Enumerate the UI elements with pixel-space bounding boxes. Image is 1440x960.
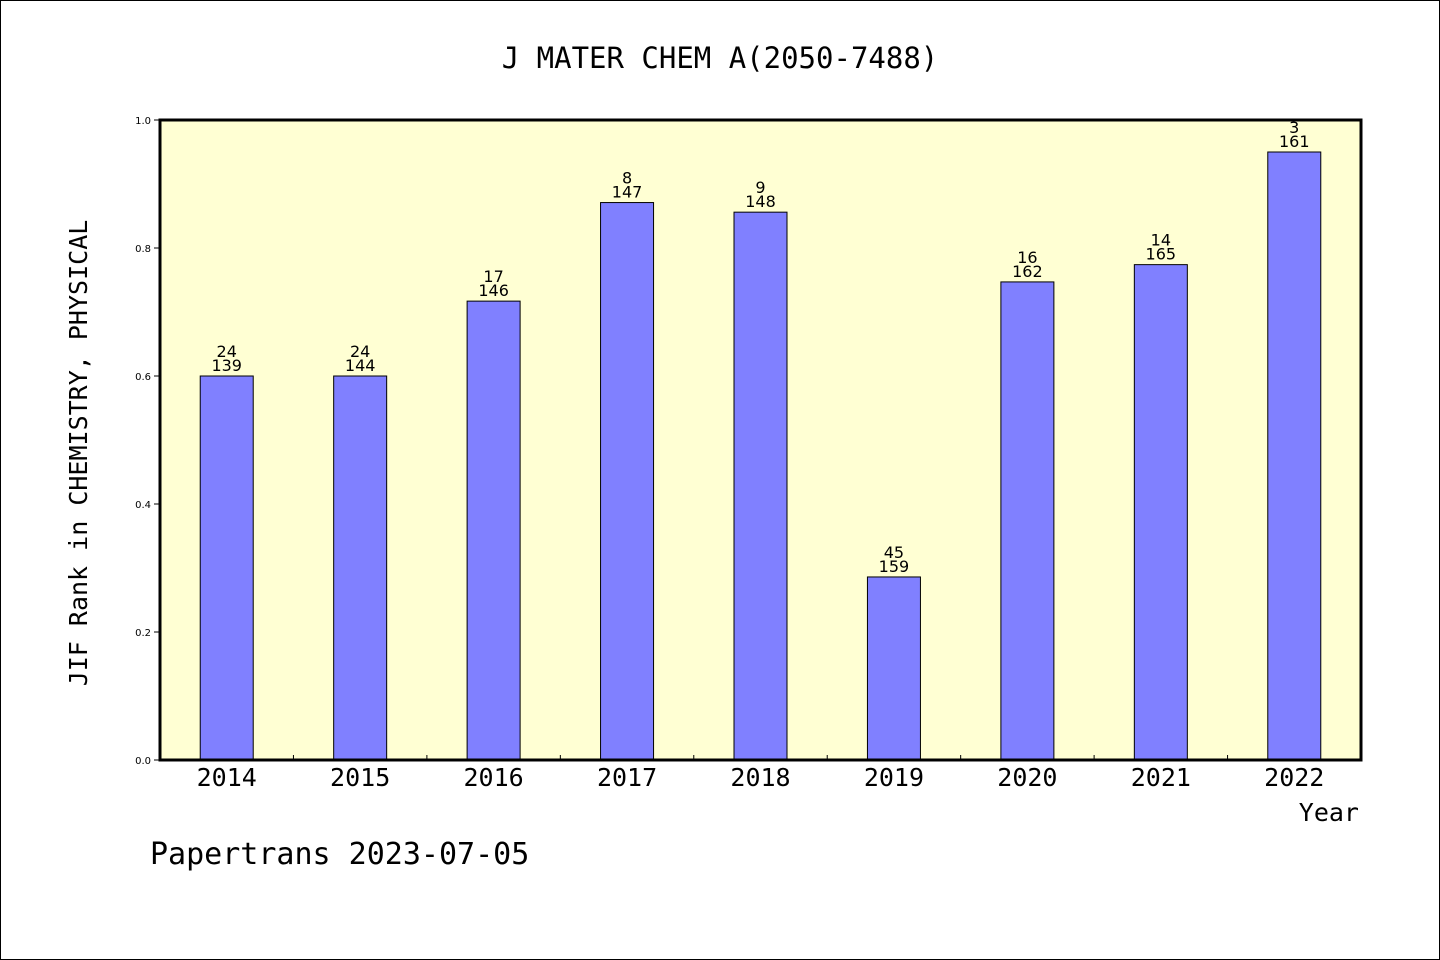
footer-text: Papertrans 2023-07-05 <box>150 837 529 872</box>
y-tick-label: 0.4 <box>135 500 151 511</box>
x-axis: 2014 2015 2016 2017 2018 2019 2020 2021 2022 <box>197 755 1324 792</box>
bar-rank-label: 16 <box>1017 248 1037 267</box>
bar-2019 <box>866 576 921 761</box>
y-axis-label: JIF Rank in CHEMISTRY, PHYSICAL <box>64 220 93 687</box>
y-tick-label: 0.8 <box>135 244 151 255</box>
bar-total-label: 148 <box>745 192 776 211</box>
chart-title: J MATER CHEM A(2050-7488) <box>502 41 939 75</box>
bar-total-label: 147 <box>612 183 643 202</box>
bar-total-label: 146 <box>478 281 509 300</box>
bar-2021 <box>1133 264 1188 761</box>
bar-total-label: 161 <box>1279 132 1310 151</box>
x-tick-label: 2015 <box>330 763 390 792</box>
bar-2020 <box>1000 281 1055 761</box>
x-tick-label: 2020 <box>997 763 1057 792</box>
bar-series <box>199 151 1322 761</box>
x-tick-label: 2017 <box>597 763 657 792</box>
bar-2017 <box>600 202 655 761</box>
bar-2022 <box>1267 151 1322 761</box>
bar-rank-label: 14 <box>1151 231 1171 250</box>
y-tick-label: 0.0 <box>135 756 151 767</box>
bar-2016 <box>466 300 521 761</box>
bar-total-label: 165 <box>1146 245 1177 264</box>
bar-total-label: 159 <box>879 557 910 576</box>
x-axis-label: Year <box>1299 798 1359 827</box>
bar-2015 <box>333 375 388 761</box>
y-tick-label: 0.6 <box>135 372 151 383</box>
bar-rank-label: 8 <box>622 169 632 188</box>
bar-total-label: 139 <box>211 356 242 375</box>
bar-rank-label: 45 <box>884 543 904 562</box>
y-tick-label: 1.0 <box>135 116 151 127</box>
bar-total-label: 144 <box>345 356 376 375</box>
bar-rank-label: 17 <box>483 267 503 286</box>
bar-2018 <box>733 211 788 761</box>
bar-rank-label: 24 <box>350 342 370 361</box>
x-tick-label: 2018 <box>730 763 790 792</box>
bar-rank-label: 3 <box>1289 118 1299 137</box>
y-axis: 0.0 0.2 0.4 0.6 0.8 1.0 <box>135 116 160 767</box>
bar-rank-label: 9 <box>755 178 765 197</box>
y-tick-label: 0.2 <box>135 628 151 639</box>
x-tick-label: 2022 <box>1264 763 1324 792</box>
bar-rank-label: 24 <box>217 342 237 361</box>
bar-total-label: 162 <box>1012 262 1043 281</box>
plot-frame <box>158 118 1363 762</box>
bar-2014 <box>199 375 254 761</box>
x-tick-label: 2019 <box>864 763 924 792</box>
x-tick-label: 2021 <box>1131 763 1191 792</box>
x-tick-label: 2016 <box>464 763 524 792</box>
x-tick-label: 2014 <box>197 763 257 792</box>
